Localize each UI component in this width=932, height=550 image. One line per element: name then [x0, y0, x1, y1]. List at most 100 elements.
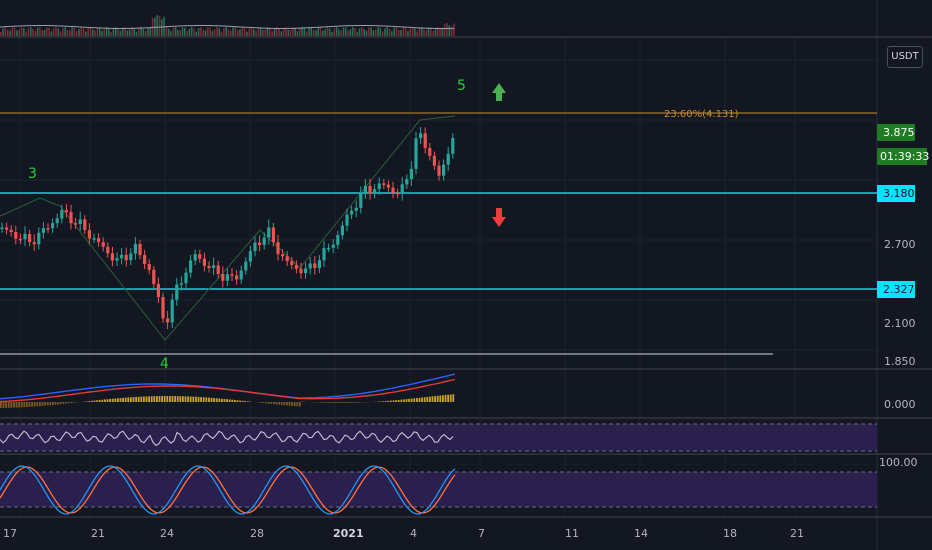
volume-bar [147, 27, 149, 36]
macd-histogram-bar [210, 397, 213, 402]
macd-histogram-bar [215, 398, 218, 402]
macd-histogram-bar [332, 402, 335, 403]
volume-bar [308, 27, 310, 36]
price-label-1850: 1.850 [884, 355, 916, 368]
currency-badge[interactable]: USDT [887, 46, 923, 68]
volume-bar [315, 30, 317, 36]
candle-body [276, 242, 280, 255]
volume-bar [264, 29, 267, 36]
macd-histogram-bar [283, 402, 286, 406]
macd-histogram-bar [353, 402, 356, 403]
volume-bar [207, 27, 209, 36]
fib-level-label: 23.60%(4.131) [664, 109, 739, 120]
macd-histogram-bar [228, 399, 231, 402]
time-axis[interactable]: 17 21 24 28 2021 4 7 11 14 18 21 [3, 527, 804, 540]
candle-body [368, 185, 372, 194]
macd-histogram-bar [449, 394, 452, 402]
wave-label-3: 3 [28, 166, 37, 182]
candle-body [69, 212, 73, 224]
macd-histogram-bar [379, 401, 382, 402]
volume-bar [384, 28, 386, 36]
macd-histogram-bar [231, 399, 234, 402]
macd-histogram-bar [23, 402, 26, 408]
volume-bar [287, 29, 290, 36]
volume-bar [149, 27, 152, 36]
candle-body [239, 270, 243, 280]
macd-histogram-bar [176, 396, 179, 402]
candle-body [166, 318, 170, 323]
candle-body [419, 133, 423, 139]
candle-body [156, 283, 160, 298]
volume-bar [319, 27, 322, 36]
candle-body [170, 299, 174, 323]
volume-bar [241, 27, 244, 36]
volume-bar [4, 27, 7, 36]
candle-body [345, 214, 349, 226]
macd-histogram-bar [239, 400, 241, 402]
candle-body [391, 187, 395, 193]
macd-histogram-bar [49, 402, 52, 406]
volume-bar [39, 27, 41, 36]
volume-bar [216, 27, 218, 36]
candle-body [437, 165, 441, 176]
volume-bar [184, 27, 186, 36]
volume-bar [363, 29, 365, 36]
macd-histogram-bar [33, 402, 36, 407]
volume-bar [388, 28, 391, 36]
volume-bar [112, 28, 115, 36]
volume-bar [202, 29, 204, 36]
volume-bar [144, 30, 147, 36]
macd-histogram-bar [124, 397, 127, 402]
volume-bar [227, 29, 230, 36]
macd-histogram-bar [265, 402, 267, 404]
candle-body [23, 233, 27, 240]
volume-bar [407, 31, 409, 36]
volume-bar [57, 28, 60, 36]
candle-body [396, 192, 400, 195]
volume-bar [432, 30, 434, 36]
candle-body [327, 247, 331, 250]
volume-bar [181, 27, 184, 36]
volume-bar [36, 27, 39, 36]
candle-body [350, 210, 354, 215]
volume-bar [414, 28, 416, 36]
macd-histogram-bar [153, 396, 156, 402]
candle-body [5, 227, 9, 230]
time-label: 21 [790, 527, 804, 540]
volume-bar [365, 30, 368, 36]
macd-histogram-bar [390, 400, 392, 402]
volume-bar [280, 31, 283, 36]
macd-histogram-bar [106, 399, 109, 402]
volume-bar [246, 31, 248, 36]
volume-bar [322, 30, 324, 36]
volume-bar [126, 30, 129, 36]
time-label: 24 [160, 527, 174, 540]
time-label-year: 2021 [333, 527, 364, 540]
macd-histogram-bar [444, 394, 447, 402]
volume-bar [128, 29, 131, 36]
volume-bar [193, 28, 195, 36]
candle-body [294, 264, 298, 269]
candle-body [377, 183, 381, 190]
volume-bar [255, 30, 257, 36]
macd-histogram-bar [137, 396, 140, 402]
volume-bar [328, 28, 331, 36]
volume-bar [292, 27, 294, 36]
volume-bar [117, 29, 119, 36]
volume-bar [225, 27, 227, 36]
volume-bar [209, 27, 211, 36]
macd-histogram-bar [236, 400, 239, 402]
macd-histogram-bar [166, 396, 169, 402]
macd-histogram-bar [39, 402, 41, 407]
macd-histogram-bar [436, 395, 439, 402]
wave-label-5: 5 [457, 78, 466, 94]
volume-bar [133, 28, 135, 36]
candlestick-series [0, 127, 455, 330]
macd-histogram-bar [319, 402, 322, 403]
macd-histogram-bar [260, 402, 262, 403]
macd-histogram-bar [72, 402, 75, 403]
macd-indicator [0, 373, 456, 408]
macd-histogram-bar [36, 402, 39, 407]
macd-histogram-bar [135, 396, 137, 402]
